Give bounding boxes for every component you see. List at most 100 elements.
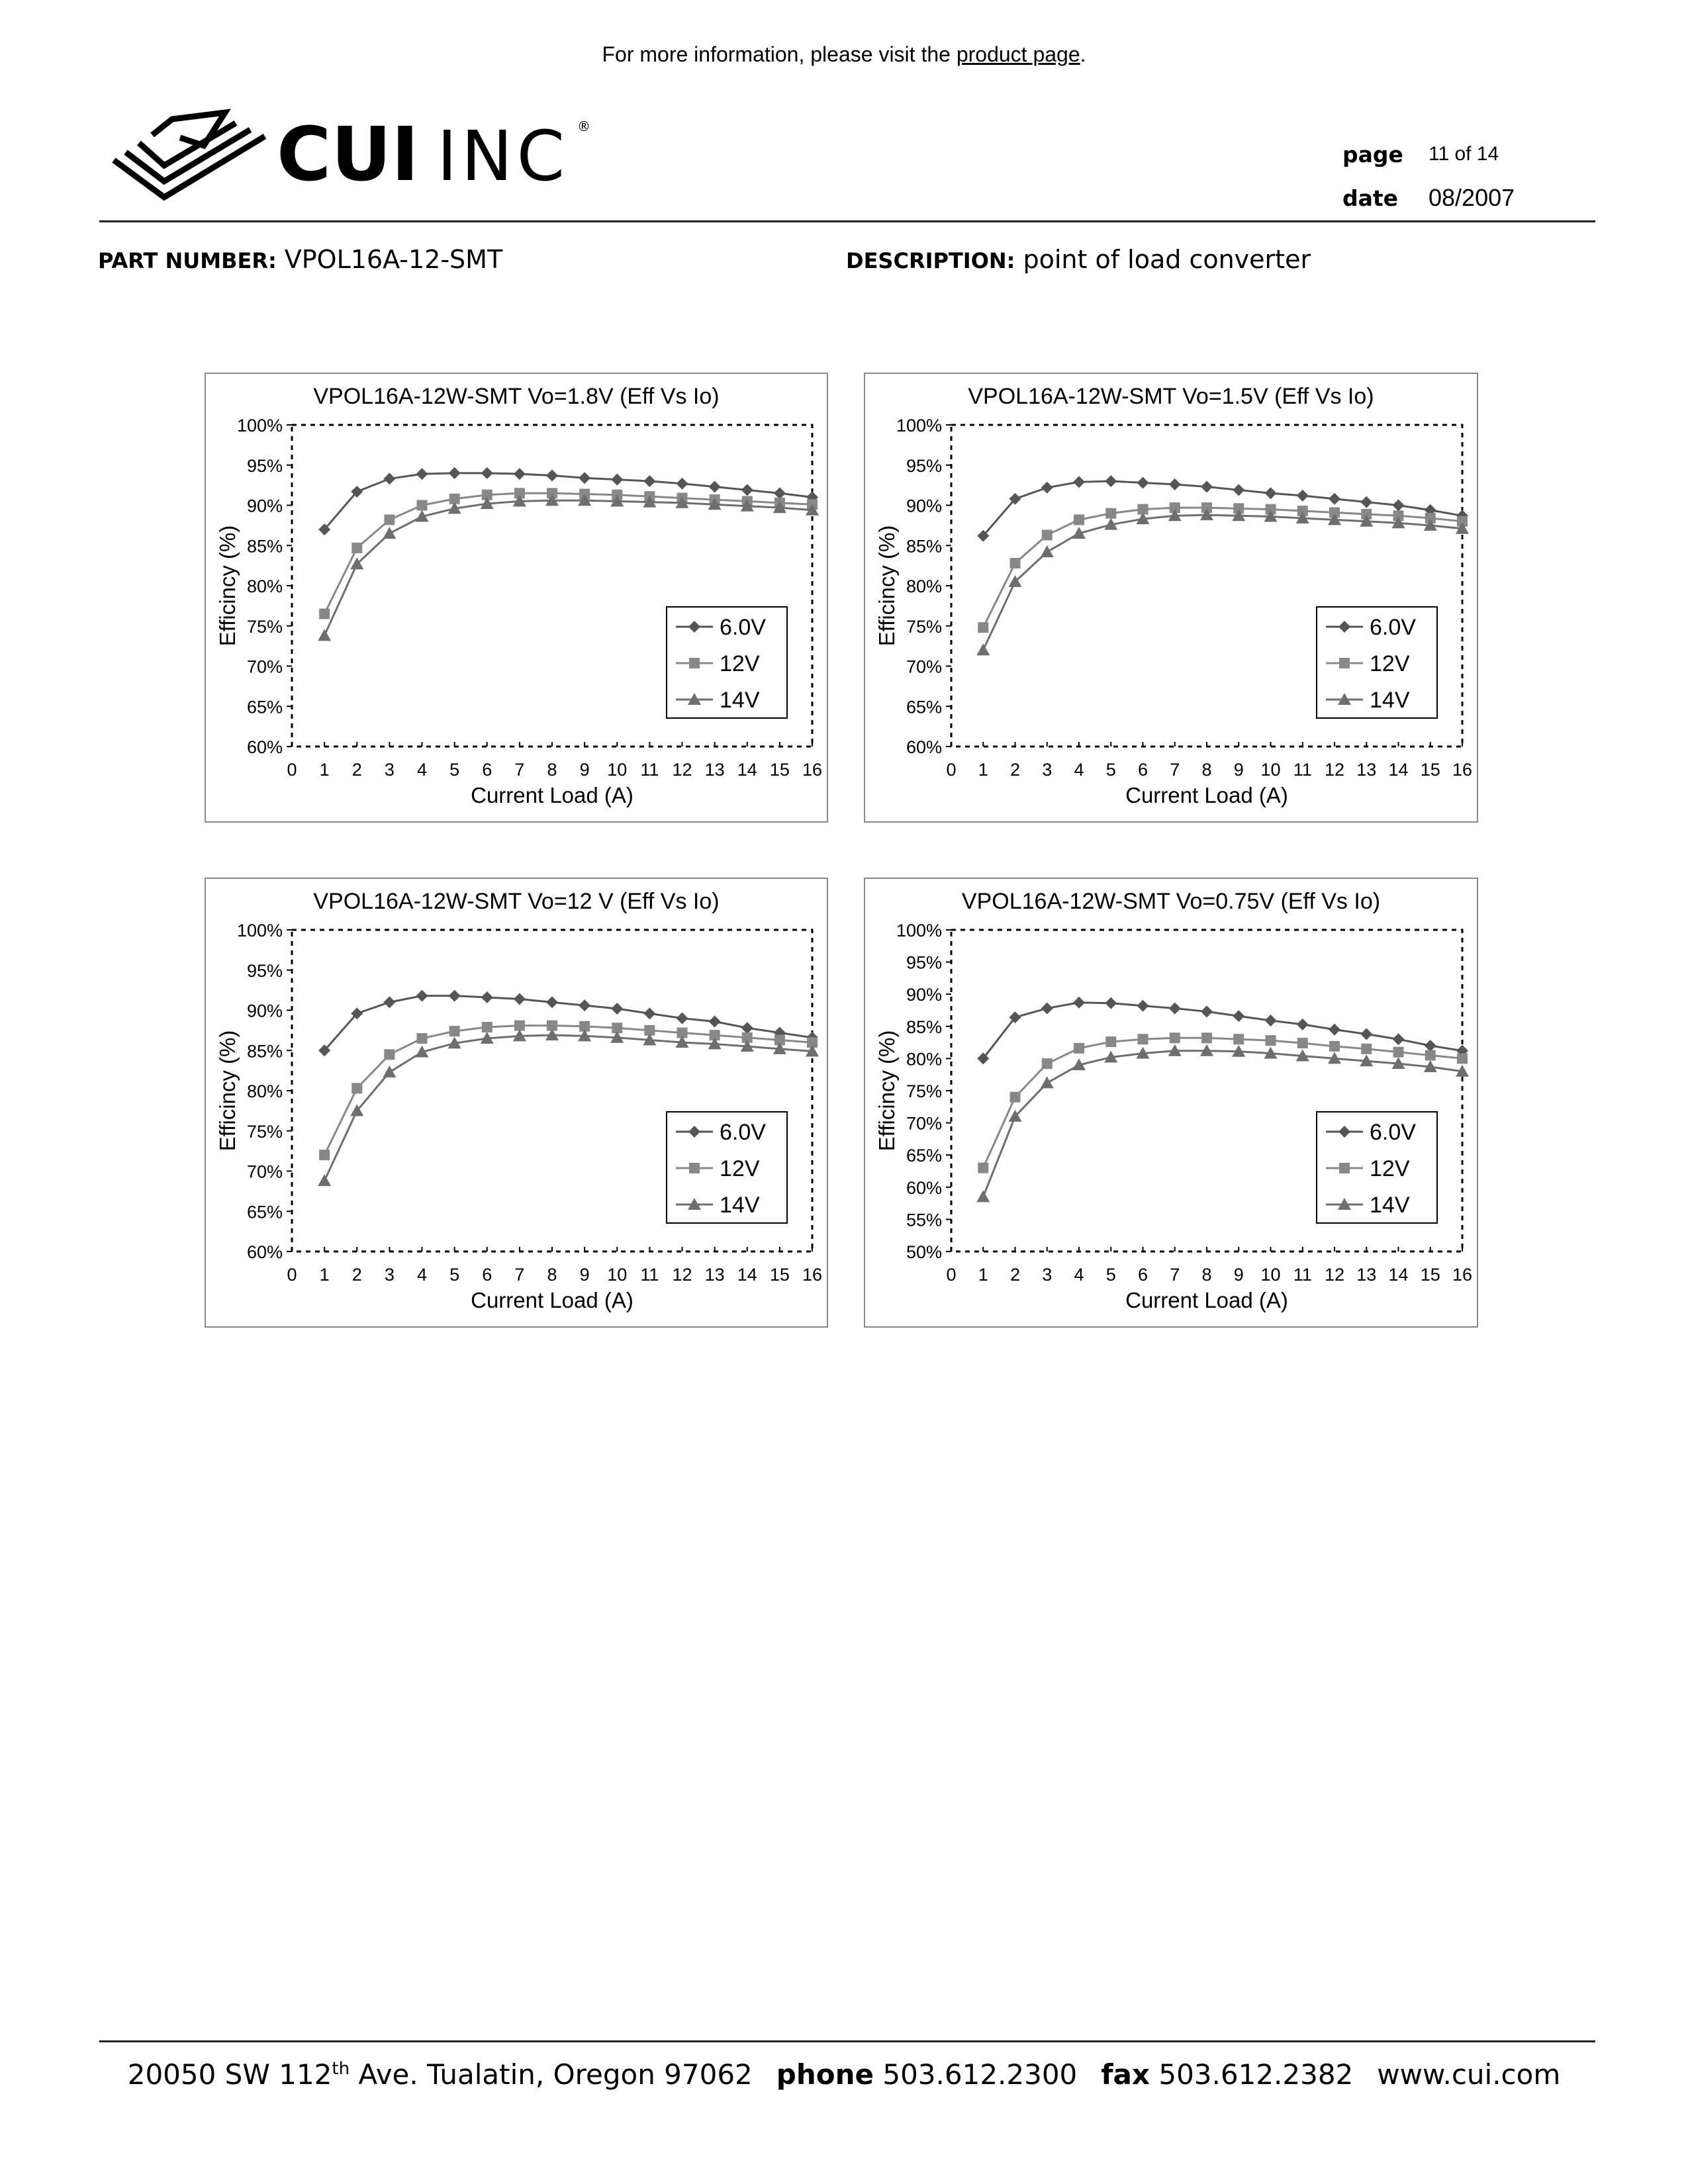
x-tick-label: 12 — [1325, 1265, 1344, 1285]
data-point — [1040, 1076, 1054, 1089]
series-14v — [318, 1028, 819, 1187]
note-suffix: . — [1080, 42, 1086, 66]
data-point — [774, 1034, 785, 1046]
data-point — [481, 991, 493, 1004]
x-tick-label: 15 — [770, 760, 790, 780]
data-point — [512, 1029, 526, 1042]
series-line — [982, 1001, 1463, 1060]
data-point — [1425, 1050, 1436, 1061]
chart-1: VPOL16A-12W-SMT Vo=1.8V (Eff Vs Io) 60% 65… — [205, 373, 828, 823]
data-point — [1296, 489, 1309, 502]
data-point — [977, 1052, 990, 1065]
y-tick-label: 70% — [906, 1114, 942, 1134]
website-link[interactable]: www.cui.com — [1377, 2058, 1561, 2091]
x-tick-label: 11 — [640, 1265, 659, 1285]
x-tick-label: 3 — [385, 1265, 395, 1285]
data-point — [610, 494, 624, 507]
data-point — [384, 1049, 395, 1060]
data-point — [1201, 1005, 1213, 1018]
x-axis-label: Current Load (A) — [471, 783, 633, 807]
data-point — [1297, 1038, 1308, 1049]
x-tick-label: 14 — [1388, 1265, 1408, 1285]
data-point — [676, 1012, 688, 1024]
data-point — [740, 499, 754, 512]
y-tick-label: 60% — [906, 1178, 942, 1198]
x-tick-label: 1 — [320, 760, 330, 780]
x-tick-label: 0 — [287, 760, 297, 780]
data-point — [545, 494, 559, 506]
y-tick-label: 50% — [906, 1242, 942, 1262]
y-tick-label: 65% — [906, 1146, 942, 1165]
legend-marker — [688, 1126, 700, 1138]
x-tick-label: 4 — [1074, 1265, 1084, 1285]
x-tick-label: 1 — [978, 1265, 988, 1285]
logo-cui-text: CUI — [277, 112, 419, 198]
x-tick-label: 8 — [547, 760, 557, 780]
data-point — [449, 493, 460, 504]
data-point — [384, 514, 395, 525]
data-point — [416, 468, 428, 480]
data-point — [1233, 503, 1244, 514]
series-line — [982, 514, 1463, 651]
data-point — [512, 494, 526, 507]
date-value: 08/2007 — [1429, 184, 1515, 211]
data-point — [481, 467, 493, 479]
data-point — [579, 1021, 590, 1032]
data-point — [415, 510, 429, 522]
data-point — [708, 1037, 722, 1050]
x-tick-label: 7 — [514, 1265, 524, 1285]
data-point — [1105, 997, 1117, 1009]
legend-label: 6.0V — [1370, 615, 1416, 640]
data-point — [1009, 492, 1021, 505]
data-point — [1361, 1043, 1372, 1054]
data-point — [806, 1044, 819, 1057]
x-tick-label: 6 — [1138, 1265, 1148, 1285]
data-point — [1233, 484, 1245, 496]
product-page-link[interactable]: product page — [956, 42, 1080, 66]
data-point — [1360, 1028, 1373, 1040]
data-point — [1008, 574, 1022, 587]
legend-marker — [1338, 693, 1351, 705]
legend-marker — [688, 1198, 701, 1210]
data-point — [350, 1104, 364, 1116]
series-line — [323, 472, 813, 530]
fax-label: fax — [1101, 2058, 1150, 2091]
address-start: 20050 SW 112 — [127, 2058, 332, 2091]
data-point — [644, 1024, 655, 1036]
data-point — [978, 1162, 989, 1173]
chart-2: VPOL16A-12W-SMT Vo=1.5V (Eff Vs Io) 60% 65… — [864, 373, 1478, 823]
data-point — [447, 502, 461, 514]
data-point — [1009, 1011, 1021, 1024]
x-tick-label: 0 — [287, 1265, 297, 1285]
x-tick-label: 5 — [449, 1265, 459, 1285]
chart-3-svg: VPOL16A-12W-SMT Vo=12 V (Eff Vs Io)60%65… — [215, 889, 822, 1312]
data-point — [318, 523, 331, 535]
legend-marker — [689, 658, 700, 668]
data-point — [1233, 1034, 1244, 1045]
x-tick-label: 13 — [705, 760, 725, 780]
x-tick-label: 5 — [1106, 1265, 1116, 1285]
data-point — [1295, 511, 1309, 523]
legend-label: 14V — [720, 688, 760, 713]
x-tick-label: 5 — [449, 760, 459, 780]
y-tick-label: 60% — [906, 737, 942, 757]
x-tick-label: 11 — [1293, 760, 1312, 780]
x-tick-label: 3 — [1042, 1265, 1052, 1285]
series-6-0v — [977, 475, 1468, 542]
data-point — [1393, 1046, 1404, 1058]
data-point — [514, 488, 525, 499]
legend-label: 14V — [1370, 688, 1410, 713]
data-point — [448, 989, 461, 1002]
x-tick-label: 1 — [978, 760, 988, 780]
data-point — [1264, 1046, 1278, 1059]
data-point — [1264, 1015, 1277, 1027]
series-line — [982, 1036, 1463, 1169]
data-point — [1360, 496, 1373, 508]
data-point — [612, 1023, 623, 1034]
y-tick-label: 100% — [237, 416, 283, 435]
y-axis-label: Efficincy (%) — [874, 1030, 899, 1152]
x-tick-label: 16 — [1452, 760, 1472, 780]
legend-marker — [688, 693, 701, 705]
data-point — [1391, 1057, 1405, 1069]
data-point — [1168, 1044, 1182, 1056]
